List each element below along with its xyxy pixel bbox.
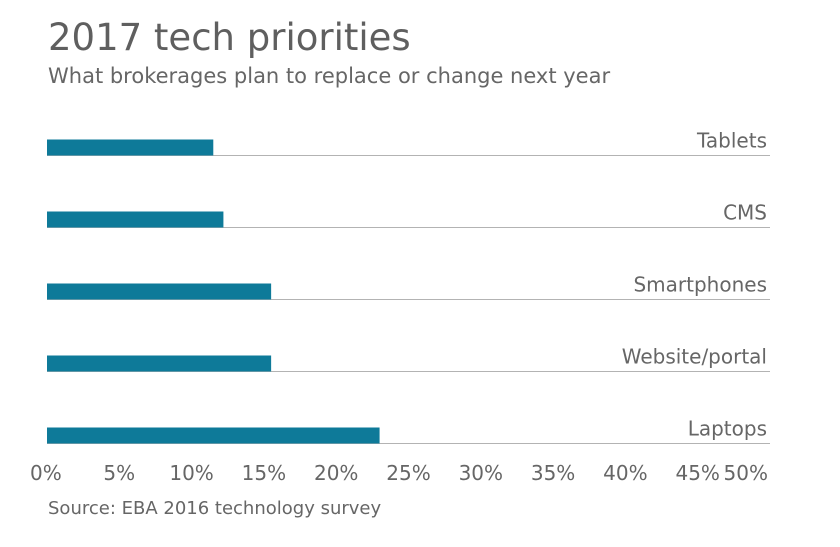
category-labels: Tablets CMS Smartphones Website/portal Lapto… [622,129,767,441]
bar-smartphones [47,283,272,300]
x-tick-label: 10% [169,461,213,485]
category-label: Tablets [696,129,767,153]
chart-subtitle: What brokerages plan to replace or chang… [48,64,611,88]
x-tick-label: 40% [603,461,647,485]
bars [47,139,380,444]
x-tick-label: 35% [531,461,575,485]
bar-cms [47,211,224,228]
x-axis-ticks: 0% 5% 10% 15% 20% 25% 30% 35% 40% 45% 50% [30,461,768,485]
x-tick-label: 20% [314,461,358,485]
x-tick-label: 25% [386,461,430,485]
bar-website-portal [47,355,272,372]
chart-title: 2017 tech priorities [48,16,411,59]
category-label: Smartphones [633,273,767,297]
category-label: Laptops [688,417,767,441]
x-tick-label: 5% [103,461,135,485]
x-tick-label: 50% [724,461,768,485]
x-tick-label: 15% [242,461,286,485]
x-tick-label: 0% [30,461,62,485]
category-label: CMS [723,201,767,225]
bar-tablets [47,139,214,156]
x-tick-label: 30% [459,461,503,485]
x-tick-label: 45% [675,461,719,485]
source-note: Source: EBA 2016 technology survey [48,498,382,519]
category-label: Website/portal [622,345,767,369]
bar-laptops [47,427,380,444]
